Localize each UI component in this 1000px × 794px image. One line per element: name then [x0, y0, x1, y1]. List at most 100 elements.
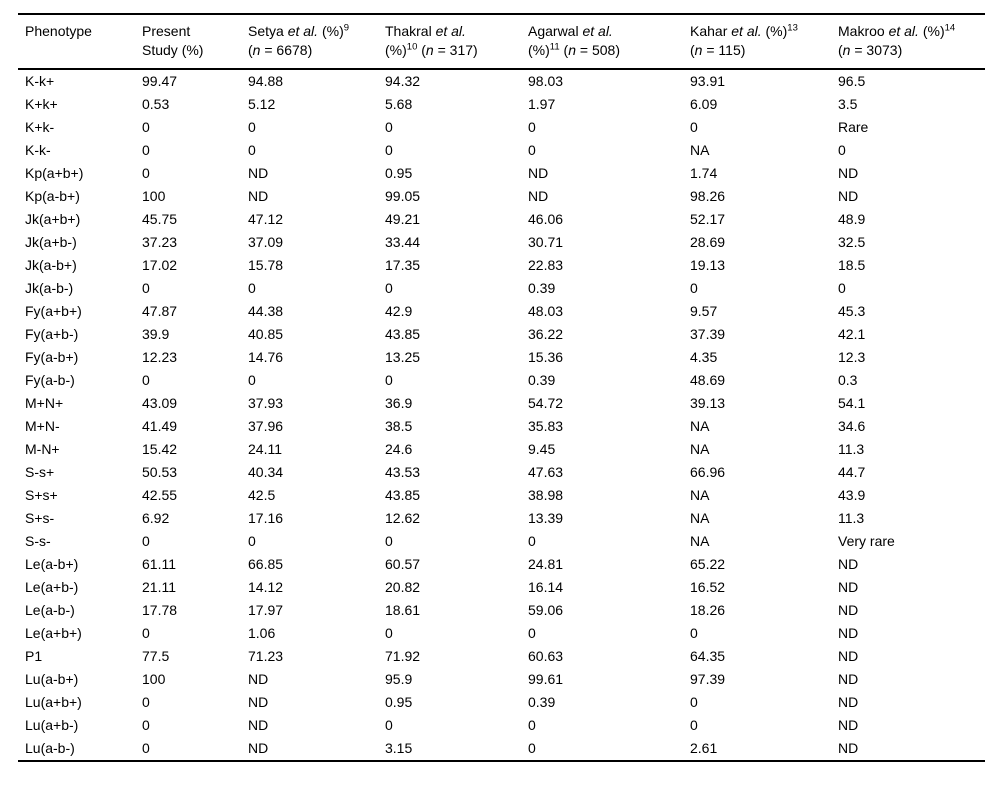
value-cell: 47.87	[142, 303, 178, 319]
table-row: Le(a+b+) 0 1.06 0 0 0 ND	[18, 622, 985, 645]
value-cell: 96.5	[838, 73, 866, 89]
phenotype-cell: M-N+	[25, 441, 60, 457]
value-cell: 19.13	[690, 257, 726, 273]
value-cell: 21.11	[142, 579, 176, 595]
value-cell: NA	[690, 418, 710, 434]
phenotype-cell: S+s+	[25, 487, 58, 503]
value-cell: 71.23	[248, 648, 284, 664]
value-cell: ND	[838, 671, 859, 687]
value-cell: 60.63	[528, 648, 564, 664]
table-row: Jk(a+b+) 45.75 47.12 49.21 46.06 52.17 48.9	[18, 208, 985, 231]
value-cell: 94.32	[385, 73, 421, 89]
phenotype-cell: P1	[25, 648, 43, 664]
value-cell: 14.12	[248, 579, 284, 595]
value-cell: 0	[385, 372, 393, 388]
value-cell: 37.09	[248, 234, 284, 250]
table-row: Kp(a+b+) 0 ND 0.95 ND 1.74 ND	[18, 162, 985, 185]
value-cell: 24.6	[385, 441, 413, 457]
value-cell: 43.9	[838, 487, 866, 503]
value-cell: 0	[690, 694, 698, 710]
value-cell: 42.9	[385, 303, 413, 319]
value-cell: 0	[528, 740, 536, 756]
value-cell: 0	[248, 533, 256, 549]
value-cell: 0	[142, 694, 150, 710]
table-row: Jk(a-b-) 0 0 0 0.39 0 0	[18, 277, 985, 300]
value-cell: 33.44	[385, 234, 421, 250]
value-cell: 18.26	[690, 602, 726, 618]
value-cell: ND	[838, 740, 859, 756]
value-cell: 54.1	[838, 395, 866, 411]
table-row: Lu(a+b-) 0 ND 0 0 0 ND	[18, 714, 985, 737]
value-cell: 44.38	[248, 303, 284, 319]
value-cell: 41.49	[142, 418, 178, 434]
value-cell: 0	[690, 717, 698, 733]
value-cell: 65.22	[690, 556, 726, 572]
phenotype-cell: S-s+	[25, 464, 55, 480]
phenotype-cell: K+k+	[25, 96, 58, 112]
value-cell: 5.12	[248, 96, 276, 112]
value-cell: 0	[690, 625, 698, 641]
table-row: K-k+ 99.47 94.88 94.32 98.03 93.91 96.5	[18, 69, 985, 93]
value-cell: 15.42	[142, 441, 178, 457]
value-cell: 0	[142, 119, 150, 135]
table-row: Lu(a-b+) 100 ND 95.9 99.61 97.39 ND	[18, 668, 985, 691]
value-cell: 99.47	[142, 73, 178, 89]
value-cell: 0	[690, 119, 698, 135]
value-cell: 0.53	[142, 96, 170, 112]
value-cell: 22.83	[528, 257, 564, 273]
value-cell: 24.11	[248, 441, 282, 457]
column-header-1: Present Study (%)	[135, 14, 241, 70]
value-cell: 3.5	[838, 96, 858, 112]
phenotype-cell: Lu(a+b+)	[25, 694, 82, 710]
value-cell: 0	[142, 740, 150, 756]
value-cell: 0	[528, 717, 536, 733]
value-cell: 0	[385, 533, 393, 549]
value-cell: ND	[838, 579, 859, 595]
phenotype-cell: K+k-	[25, 119, 55, 135]
value-cell: 45.75	[142, 211, 178, 227]
value-cell: ND	[838, 556, 859, 572]
phenotype-cell: Fy(a-b-)	[25, 372, 75, 388]
value-cell: 0.39	[528, 372, 556, 388]
phenotype-cell: Lu(a-b+)	[25, 671, 79, 687]
value-cell: 43.09	[142, 395, 178, 411]
value-cell: 13.25	[385, 349, 421, 365]
phenotype-comparison-table: Phenotype Present Study (%) Setya et al. (%…	[18, 13, 985, 762]
value-cell: ND	[838, 648, 859, 664]
phenotype-cell: Lu(a-b-)	[25, 740, 75, 756]
phenotype-cell: Le(a+b+)	[25, 625, 82, 641]
value-cell: 52.17	[690, 211, 726, 227]
value-cell: ND	[838, 188, 859, 204]
value-cell: 0	[528, 119, 536, 135]
value-cell: 44.7	[838, 464, 866, 480]
value-cell: Rare	[838, 119, 869, 135]
value-cell: NA	[690, 533, 710, 549]
value-cell: 0	[690, 280, 698, 296]
value-cell: 43.85	[385, 326, 421, 342]
value-cell: 50.53	[142, 464, 178, 480]
value-cell: 24.81	[528, 556, 564, 572]
value-cell: 48.03	[528, 303, 564, 319]
value-cell: 17.35	[385, 257, 421, 273]
value-cell: 100	[142, 671, 166, 687]
table-row: S-s+ 50.53 40.34 43.53 47.63 66.96 44.7	[18, 461, 985, 484]
value-cell: 1.74	[690, 165, 718, 181]
value-cell: 66.85	[248, 556, 284, 572]
phenotype-cell: S-s-	[25, 533, 51, 549]
value-cell: ND	[248, 188, 269, 204]
value-cell: 45.3	[838, 303, 866, 319]
value-cell: 0.95	[385, 165, 413, 181]
phenotype-cell: Fy(a-b+)	[25, 349, 79, 365]
value-cell: ND	[838, 165, 859, 181]
value-cell: 48.9	[838, 211, 866, 227]
value-cell: 9.45	[528, 441, 556, 457]
value-cell: 95.9	[385, 671, 413, 687]
value-cell: 17.02	[142, 257, 178, 273]
value-cell: 0	[142, 533, 150, 549]
phenotype-cell: M+N+	[25, 395, 64, 411]
table-row: S+s- 6.92 17.16 12.62 13.39 NA 11.3	[18, 507, 985, 530]
phenotype-cell: Le(a-b+)	[25, 556, 79, 572]
value-cell: 11.3	[838, 441, 865, 457]
table-row: Fy(a+b-) 39.9 40.85 43.85 36.22 37.39 42.1	[18, 323, 985, 346]
table-row: K+k- 0 0 0 0 0 Rare	[18, 116, 985, 139]
